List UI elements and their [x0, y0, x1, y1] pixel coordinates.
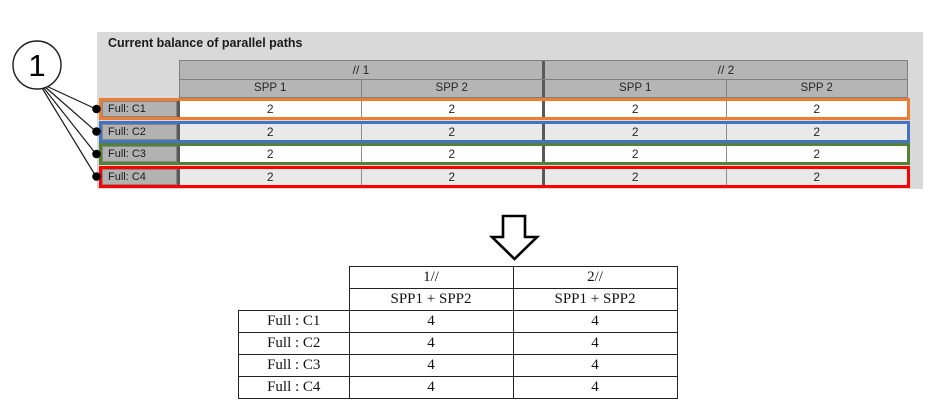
connector-line: [42, 86, 97, 155]
connector-dot: [92, 104, 101, 114]
value-cell: 2: [360, 168, 542, 185]
row-label: Full: C3: [102, 146, 177, 162]
connector-dot: [92, 172, 101, 181]
table-row-c1: Full: C1 2 2 2 2: [99, 98, 910, 120]
value-cell: 2: [180, 168, 361, 185]
callout-number: 1: [28, 48, 45, 83]
summary-row-label: Full : C2: [238, 332, 350, 355]
summary-row-label: Full : C1: [238, 310, 350, 333]
sub-header-cell: SPP 2: [725, 80, 907, 97]
summary-sub-header-cell: SPP1 + SPP2: [348, 288, 514, 311]
blank-cell: [239, 289, 350, 311]
table-row-c2: Full: C2 2 2 2 2: [99, 120, 910, 143]
value-cell: 2: [180, 123, 361, 140]
down-arrow-icon: [488, 214, 541, 261]
value-cell: 2: [360, 101, 542, 117]
table-row-c4: Full: C4 2 2 2 2: [99, 165, 910, 188]
row-data: 2 2 2 2: [177, 101, 907, 117]
summary-group-header-cell: 1//: [348, 266, 514, 289]
group-header-row: // 1 // 2: [180, 61, 907, 79]
summary-row-c3: Full : C3 4 4: [238, 354, 678, 377]
summary-group-header-cell: 2//: [512, 266, 678, 289]
value-cell: 2: [725, 168, 907, 185]
summary-group-header-row: 1// 2//: [239, 266, 678, 289]
row-label: Full: C2: [102, 123, 177, 140]
sub-header-row: SPP 1 SPP 2 SPP 1 SPP 2: [180, 79, 907, 97]
summary-value-cell: 4: [348, 354, 514, 377]
row-label: Full: C1: [102, 101, 177, 117]
connector-dot: [92, 127, 101, 136]
sub-header-cell: SPP 1: [180, 80, 361, 97]
summary-table: 1// 2// SPP1 + SPP2 SPP1 + SPP2 Full : C…: [238, 266, 678, 399]
callout-circle: [12, 40, 62, 90]
callout-overlay: 1: [12, 40, 101, 181]
sub-header-cell: SPP 2: [360, 80, 542, 97]
summary-row-label: Full : C4: [238, 376, 350, 399]
summary-value-cell: 4: [348, 332, 514, 355]
summary-value-cell: 4: [348, 310, 514, 333]
summary-value-cell: 4: [512, 376, 678, 399]
value-cell: 2: [542, 146, 726, 162]
summary-row-c1: Full : C1 4 4: [238, 310, 678, 333]
balance-panel: Current balance of parallel paths // 1 /…: [97, 32, 923, 189]
summary-row-c2: Full : C2 4 4: [238, 332, 678, 355]
connector-line: [43, 84, 97, 110]
sub-header-cell: SPP 1: [542, 80, 726, 97]
value-cell: 2: [725, 101, 907, 117]
value-cell: 2: [542, 123, 726, 140]
table-row-c3: Full: C3 2 2 2 2: [99, 143, 910, 165]
panel-title: Current balance of parallel paths: [108, 36, 303, 50]
connector-dot: [92, 149, 101, 159]
summary-row-label: Full : C3: [238, 354, 350, 377]
row-data: 2 2 2 2: [177, 146, 907, 162]
balance-table-header: // 1 // 2 SPP 1 SPP 2 SPP 1 SPP 2: [179, 60, 908, 98]
row-data: 2 2 2 2: [177, 168, 907, 185]
value-cell: 2: [542, 101, 726, 117]
row-label: Full: C4: [102, 168, 177, 185]
value-cell: 2: [542, 168, 726, 185]
summary-value-cell: 4: [348, 376, 514, 399]
value-cell: 2: [725, 146, 907, 162]
group-header-cell: // 2: [542, 61, 907, 79]
value-cell: 2: [180, 101, 361, 117]
value-cell: 2: [180, 146, 361, 162]
value-cell: 2: [725, 123, 907, 140]
summary-sub-header-cell: SPP1 + SPP2: [512, 288, 678, 311]
blank-cell: [239, 267, 350, 289]
summary-row-c4: Full : C4 4 4: [238, 376, 678, 399]
row-data: 2 2 2 2: [177, 123, 907, 140]
summary-value-cell: 4: [512, 310, 678, 333]
connector-line: [41, 87, 97, 177]
group-header-cell: // 1: [180, 61, 542, 79]
connector-line: [43, 85, 97, 132]
summary-sub-header-row: SPP1 + SPP2 SPP1 + SPP2: [239, 288, 678, 311]
summary-value-cell: 4: [512, 354, 678, 377]
value-cell: 2: [360, 146, 542, 162]
value-cell: 2: [360, 123, 542, 140]
summary-value-cell: 4: [512, 332, 678, 355]
